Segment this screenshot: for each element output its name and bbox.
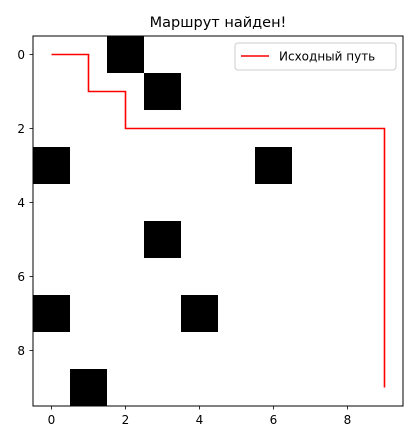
obstacle-layer bbox=[33, 36, 292, 406]
y-tick-label: 6 bbox=[17, 270, 25, 284]
chart-title: Маршрут найден! bbox=[150, 15, 287, 31]
obstacle-cell bbox=[181, 295, 218, 332]
obstacle-cell bbox=[70, 369, 107, 406]
x-tick-label: 0 bbox=[48, 413, 56, 427]
y-tick-label: 2 bbox=[17, 122, 25, 136]
obstacle-cell bbox=[33, 295, 70, 332]
x-tick-label: 2 bbox=[122, 413, 130, 427]
y-tick-label: 0 bbox=[17, 48, 25, 62]
obstacle-cell bbox=[144, 221, 181, 258]
obstacle-cell bbox=[255, 147, 292, 184]
legend-label-route: Исходный путь bbox=[279, 50, 375, 64]
x-tick-label: 8 bbox=[344, 413, 352, 427]
legend: Исходный путь bbox=[234, 42, 397, 71]
x-tick-label: 4 bbox=[196, 413, 204, 427]
y-axis: 0 2 4 6 8 bbox=[17, 48, 33, 358]
obstacle-cell bbox=[33, 147, 70, 184]
plot-area bbox=[33, 36, 403, 406]
y-tick-label: 8 bbox=[17, 344, 25, 358]
y-tick-label: 4 bbox=[17, 196, 25, 210]
legend-box bbox=[234, 42, 397, 71]
plot-frame bbox=[32, 35, 404, 407]
obstacle-cell bbox=[144, 73, 181, 110]
obstacle-cell bbox=[107, 36, 144, 73]
route-layer bbox=[51, 53, 386, 388]
x-axis: 0 2 4 6 8 bbox=[48, 406, 352, 427]
route-line bbox=[51, 53, 386, 388]
x-tick-label: 6 bbox=[270, 413, 278, 427]
